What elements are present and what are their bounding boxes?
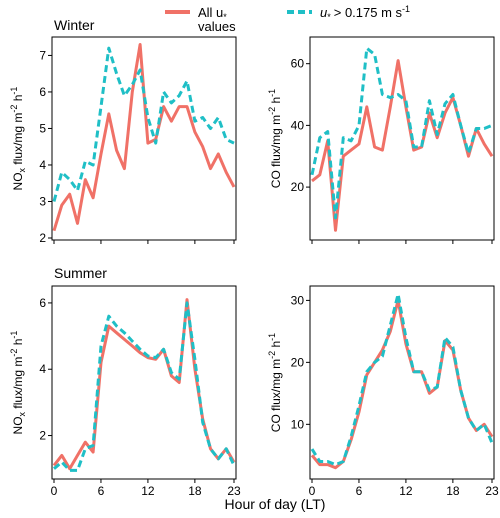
series-line-all [52, 43, 236, 232]
x-axis-title: Hour of day (LT) [225, 496, 326, 512]
plot-frame [309, 285, 495, 480]
legend: All u* values u* > 0.175 m s-1 [165, 4, 410, 34]
x-tick-label: 12 [141, 484, 155, 498]
x-tick-label: 0 [51, 484, 58, 498]
y-tick-label: 7 [39, 48, 46, 62]
x-tick-label: 12 [399, 484, 413, 498]
legend-label-all-line2: values [198, 19, 236, 34]
x-tick-label: 0 [309, 484, 316, 498]
x-tick-label: 18 [188, 484, 202, 498]
series-line-filtered [52, 46, 235, 202]
series-line-all [310, 298, 494, 470]
y-axis-label: CO flux/mg m-2 h-1 [267, 89, 283, 188]
legend-label-all: All u* [198, 5, 227, 22]
series-line-filtered [310, 46, 493, 220]
panel-title: Winter [54, 17, 95, 33]
panel-summer-nox: Summer 0 6 12 18 23 2 4 6 NOx flux/mg m-2 h-1 [9, 265, 241, 498]
x-tick-label: 23 [485, 484, 499, 498]
y-tick-label: 4 [39, 362, 46, 376]
panel-summer-co: 0 6 12 18 23 10 20 30 CO flux/mg m-2 h-1 [267, 285, 499, 498]
x-tick-label: 23 [227, 484, 241, 498]
plot-frame [51, 285, 237, 480]
y-tick-label: 60 [291, 57, 305, 71]
series-line-all [311, 59, 494, 232]
y-axis-label: CO flux/mg m-2 h-1 [267, 333, 283, 432]
series-line-all [52, 298, 236, 471]
y-tick-label: 10 [291, 417, 305, 431]
y-tick-label: 20 [291, 180, 305, 194]
x-tick-label: 6 [98, 484, 105, 498]
y-axis-label: NOx flux/mg m-2 h-1 [9, 331, 27, 435]
y-tick-label: 6 [39, 296, 46, 310]
y-tick-label: 5 [39, 121, 46, 135]
legend-label-filtered: u* > 0.175 m s-1 [320, 4, 410, 22]
series-line-filtered [310, 292, 494, 467]
x-tick-label: 18 [446, 484, 460, 498]
y-tick-label: 2 [39, 231, 46, 245]
y-axis-label: NOx flux/mg m-2 h-1 [9, 87, 27, 191]
panel-winter-nox: Winter 2 3 4 5 6 7 NOx flux/mg m-2 h-1 [9, 17, 237, 245]
y-tick-label: 6 [39, 85, 46, 99]
y-tick-label: 40 [291, 118, 305, 132]
plot-frame [309, 36, 495, 241]
y-tick-label: 20 [291, 355, 305, 369]
y-tick-label: 3 [39, 194, 46, 208]
panel-title: Summer [54, 265, 107, 281]
y-tick-label: 4 [39, 158, 46, 172]
plot-frame [51, 36, 237, 241]
panel-winter-co: 20 40 60 CO flux/mg m-2 h-1 [267, 36, 495, 244]
y-tick-label: 30 [291, 293, 305, 307]
x-tick-label: 6 [356, 484, 363, 498]
series-line-filtered [53, 301, 236, 472]
y-tick-label: 2 [39, 429, 46, 443]
